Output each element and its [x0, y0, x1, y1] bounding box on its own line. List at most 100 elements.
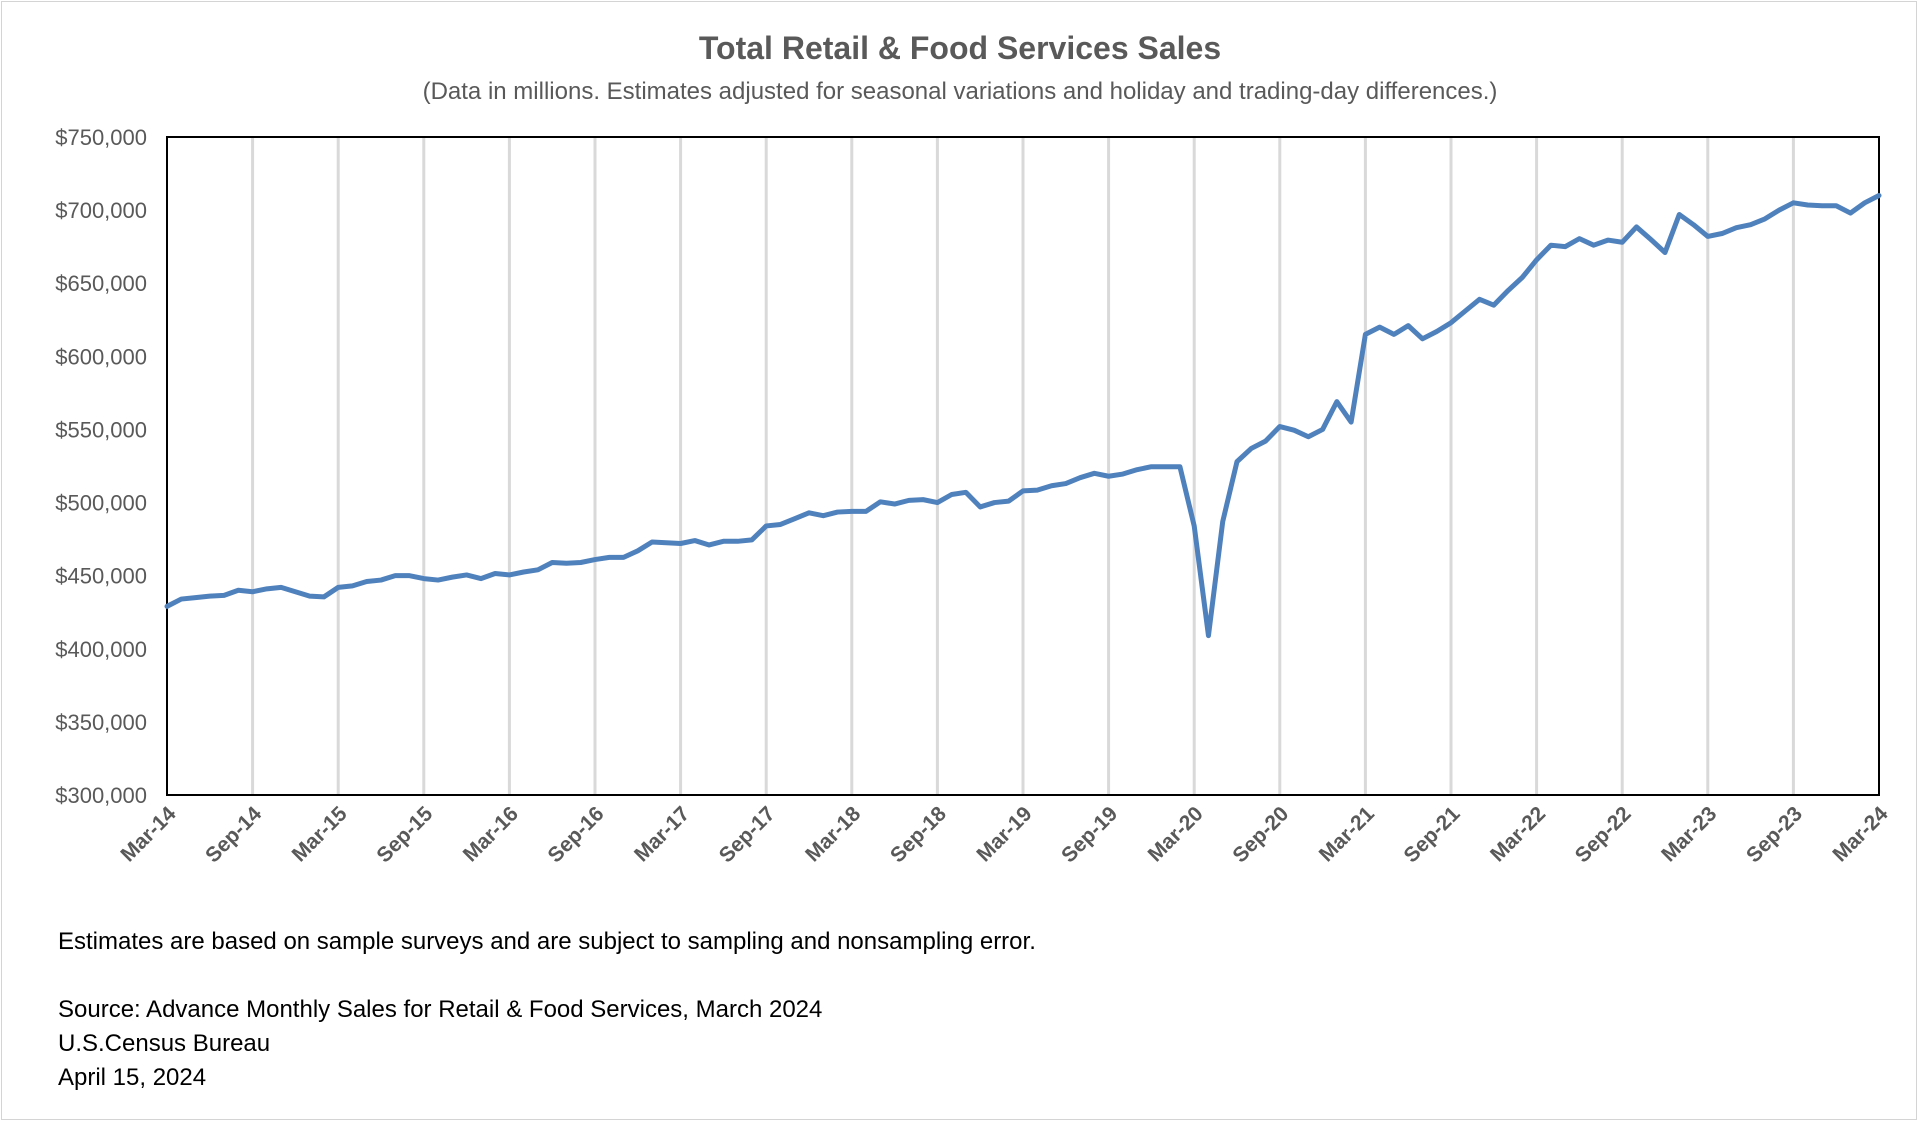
data-point	[1263, 439, 1268, 444]
data-point	[1021, 488, 1026, 493]
x-tick-label: Mar-19	[972, 802, 1036, 866]
plot-area	[166, 136, 1880, 796]
data-point	[1220, 519, 1225, 524]
data-point	[1748, 222, 1753, 227]
x-tick-label: Mar-20	[1144, 802, 1208, 866]
y-tick-label: $750,000	[55, 125, 147, 150]
data-point	[350, 583, 355, 588]
data-point	[1306, 434, 1311, 439]
data-point	[707, 542, 712, 547]
data-point	[1591, 243, 1596, 248]
x-tick-label: Sep-14	[201, 802, 266, 867]
data-point	[507, 572, 512, 577]
data-point	[578, 560, 583, 565]
data-point	[364, 579, 369, 584]
x-tick-label: Sep-16	[544, 802, 609, 867]
data-point	[236, 588, 241, 593]
data-point	[1135, 467, 1140, 472]
estimates-note: Estimates are based on sample surveys an…	[58, 928, 1036, 955]
data-point	[692, 538, 697, 543]
chart-title: Total Retail & Food Services Sales	[698, 30, 1222, 66]
x-tick-label: Sep-22	[1571, 802, 1636, 867]
data-point	[1292, 428, 1297, 433]
data-point	[949, 492, 954, 497]
data-point	[321, 594, 326, 599]
data-point	[450, 575, 455, 580]
y-tick-label: $650,000	[55, 271, 147, 296]
data-point	[906, 498, 911, 503]
data-point	[1762, 216, 1767, 221]
data-point	[1078, 475, 1083, 480]
data-point	[593, 557, 598, 562]
data-point	[735, 539, 740, 544]
data-point	[1605, 238, 1610, 243]
data-point	[1791, 200, 1796, 205]
data-point	[1663, 250, 1668, 255]
x-tick-label: Sep-17	[715, 802, 780, 867]
data-point	[1349, 420, 1354, 425]
data-point	[564, 561, 569, 566]
data-point	[821, 513, 826, 518]
data-point	[1848, 211, 1853, 216]
data-point	[1720, 231, 1725, 236]
data-point	[1648, 237, 1653, 242]
data-point	[935, 500, 940, 505]
data-point	[1363, 332, 1368, 337]
data-point	[1491, 303, 1496, 308]
data-point	[721, 539, 726, 544]
data-point	[393, 573, 398, 578]
data-point	[1420, 336, 1425, 341]
data-point	[849, 509, 854, 514]
data-point	[1206, 633, 1211, 638]
data-point	[336, 585, 341, 590]
data-point	[1149, 464, 1154, 469]
y-tick-label: $500,000	[55, 491, 147, 516]
data-point	[1463, 309, 1468, 314]
data-point	[878, 499, 883, 504]
data-point	[222, 593, 227, 598]
x-tick-label: Mar-18	[801, 802, 865, 866]
data-point	[1819, 203, 1824, 208]
data-point	[835, 510, 840, 515]
agency-note: U.S.Census Bureau	[58, 1030, 271, 1057]
data-point	[1548, 243, 1553, 248]
data-point	[749, 537, 754, 542]
data-point	[250, 589, 255, 594]
x-tick-label: Mar-14	[116, 802, 180, 866]
data-point	[1834, 203, 1839, 208]
data-point	[764, 523, 769, 528]
x-tick-label: Mar-22	[1486, 802, 1550, 866]
data-point	[1249, 446, 1254, 451]
x-tick-label: Mar-15	[288, 802, 352, 866]
data-point	[550, 560, 555, 565]
data-point	[678, 541, 683, 546]
data-point	[621, 555, 626, 560]
data-point	[535, 567, 540, 572]
data-point	[650, 540, 655, 545]
data-point	[1235, 459, 1240, 464]
y-tick-label: $700,000	[55, 198, 147, 223]
data-point	[1377, 325, 1382, 330]
data-point	[379, 578, 384, 583]
x-tick-label: Sep-21	[1400, 802, 1465, 867]
data-point	[1006, 499, 1011, 504]
data-point	[179, 597, 184, 602]
x-tick-label: Mar-23	[1657, 802, 1721, 866]
data-point	[165, 604, 170, 609]
chart-subtitle: (Data in millions. Estimates adjusted fo…	[422, 78, 1498, 105]
data-point	[978, 504, 983, 509]
x-tick-label: Sep-20	[1228, 802, 1293, 867]
data-point	[778, 522, 783, 527]
x-tick-label: Mar-21	[1315, 802, 1379, 866]
x-tick-label: Sep-15	[372, 802, 437, 867]
data-point	[792, 516, 797, 521]
y-tick-label: $600,000	[55, 344, 147, 369]
data-point	[279, 585, 284, 590]
data-point	[1477, 297, 1482, 302]
data-point	[1449, 320, 1454, 325]
y-tick-label: $300,000	[55, 783, 147, 808]
y-tick-label: $550,000	[55, 417, 147, 442]
data-point	[1691, 222, 1696, 227]
data-point	[1534, 257, 1539, 262]
